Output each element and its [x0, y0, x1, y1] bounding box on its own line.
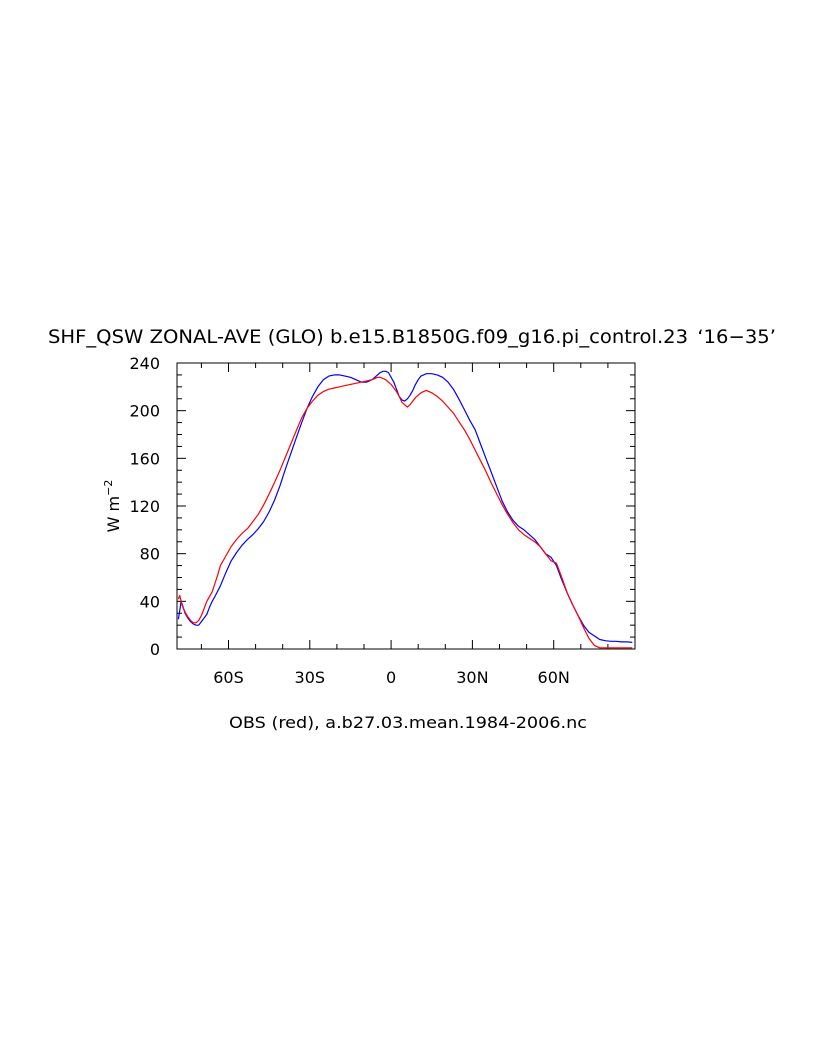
- y-tick-label: 200: [129, 402, 160, 421]
- chart-title-years: 16−35: [704, 326, 770, 348]
- model-series-line: [177, 370, 633, 643]
- chart-title: SHF_QSW ZONAL-AVE (GLO) b.e15.B1850G.f09…: [48, 326, 776, 348]
- x-tick-label: 60S: [213, 668, 244, 687]
- x-tick-label: 0: [386, 668, 396, 687]
- obs-series-line: [177, 376, 633, 649]
- axis-ticks: [177, 362, 636, 650]
- y-axis-label-text: W m: [104, 496, 123, 533]
- y-axis-label-exponent: −2: [102, 480, 115, 496]
- title-open-bracket: ‘: [697, 326, 703, 348]
- x-axis-label: OBS (red), a.b27.03.mean.1984-2006.nc: [229, 713, 587, 732]
- series-lines: [177, 370, 633, 649]
- y-tick-label: 120: [129, 497, 160, 516]
- x-tick-label: 30N: [456, 668, 488, 687]
- y-tick-label: 160: [129, 449, 160, 468]
- y-axis-label: W m−2: [102, 480, 123, 533]
- y-tick-label: 40: [140, 592, 160, 611]
- y-tick-label: 0: [150, 640, 160, 659]
- y-tick-label: 80: [140, 545, 160, 564]
- title-close-bracket: ’: [770, 326, 776, 348]
- chart-title-main: SHF_QSW ZONAL-AVE (GLO) b.e15.B1850G.f09…: [48, 326, 688, 348]
- y-tick-label: 240: [129, 354, 160, 373]
- x-tick-label: 30S: [295, 668, 326, 687]
- x-tick-label: 60N: [538, 668, 570, 687]
- axis-tick-labels: 60S 30S 0 30N 60N 0 40 80 120 160 200 240: [129, 354, 569, 687]
